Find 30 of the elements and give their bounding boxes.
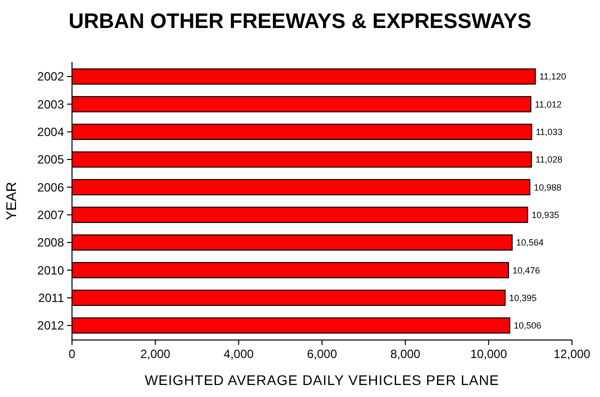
data-label: 10,564 (516, 238, 544, 248)
y-axis-title: YEAR (3, 182, 19, 220)
data-label: 11,028 (536, 154, 562, 165)
data-label: 11,012 (534, 99, 562, 110)
y-tick-label: 2004 (37, 125, 64, 140)
data-label: 11,033 (536, 126, 563, 137)
y-tick-label: 2008 (37, 236, 64, 250)
data-label: 10,935 (532, 210, 560, 220)
y-tick-label: 2012 (37, 318, 64, 333)
y-tick-label: 2010 (37, 263, 64, 278)
y-tick-label: 2002 (37, 70, 64, 84)
x-tick-label: 2,000 (140, 347, 171, 361)
y-tick-label: 2006 (37, 180, 64, 194)
x-tick-label: 8,000 (390, 347, 421, 361)
data-label: 10,395 (509, 292, 537, 303)
y-tick-label: 2005 (37, 152, 64, 167)
chart-title: URBAN OTHER FREEWAYS & EXPRESSWAYS (68, 10, 532, 33)
data-label: 10,476 (512, 265, 540, 276)
y-tick-label: 2003 (37, 97, 64, 112)
data-label: 10,506 (514, 320, 542, 331)
data-label: 10,988 (534, 182, 562, 192)
x-tick-label: 10,000 (470, 347, 508, 361)
x-tick-label: 4,000 (224, 347, 254, 361)
data-label: 11,120 (539, 72, 566, 82)
x-tick-label: 6,000 (306, 347, 338, 361)
x-tick-label: 0 (68, 347, 76, 361)
x-tick-label: 12,000 (554, 347, 591, 361)
y-tick-label: 2007 (37, 208, 64, 222)
y-tick-label: 2011 (38, 291, 64, 306)
x-axis-title: WEIGHTED AVERAGE DAILY VEHICLES PER LANE (144, 372, 500, 388)
